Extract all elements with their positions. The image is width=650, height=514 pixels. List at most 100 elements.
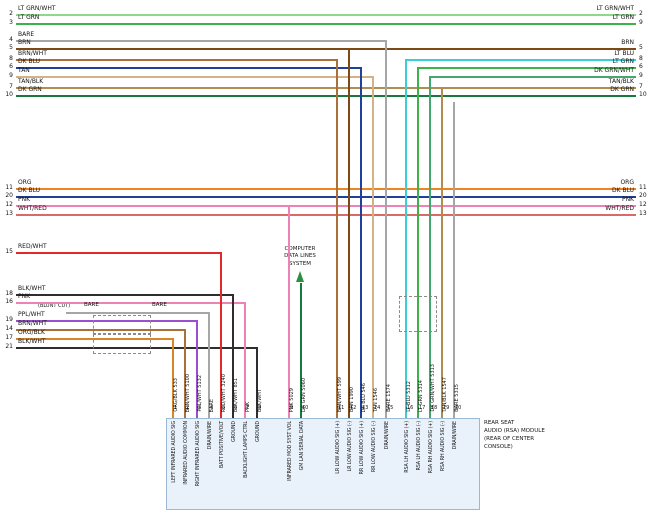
- pin-number-1: 1: [174, 405, 178, 411]
- wire-label-left-wht-red: WHT/RED: [18, 204, 47, 212]
- wire-dk-grn: [16, 95, 636, 97]
- pin-function-9: INFRARED MOD SYST VOL: [288, 421, 293, 481]
- wire-right-ref-tan-blk: 7: [639, 82, 643, 90]
- wire-left-ref-brn-wht: 14: [5, 324, 13, 332]
- wire-right-ref-org: 11: [639, 183, 647, 191]
- wire-right-ref-brn: 5: [639, 43, 643, 51]
- pin-number-10: 10: [302, 405, 309, 411]
- pin-number-9: 9: [290, 405, 294, 411]
- wire-label-right-lt-grn-wht: LT GRN/WHT: [596, 4, 634, 12]
- pin-function-2: INFRARED AUDIO COMMON: [184, 421, 189, 485]
- pin-wire-9: [288, 205, 290, 418]
- wire-left-ref-ppl-wht: 19: [5, 315, 13, 323]
- wire-label-left-blk-wht: BLK/WHT: [18, 337, 46, 345]
- pin-wire-2: [184, 329, 186, 418]
- wire-brn: [16, 48, 636, 50]
- pin-wire-18: [429, 76, 431, 418]
- wire-right-ref-lt-blu: 8: [639, 54, 643, 62]
- up-arrow-icon: [296, 271, 304, 282]
- wire-bare: [66, 312, 208, 314]
- wire-left-ref-dk-blu: 6: [9, 62, 13, 70]
- wire-label-right-brn: BRN: [621, 38, 634, 46]
- pin-function-18: RSA RH AUDIO SIG (+): [429, 421, 434, 474]
- wire-pnk: [16, 302, 244, 304]
- wire-left-ref-bare: 4: [9, 35, 13, 43]
- wire-label-left-lt-grn-wht: LT GRN/WHT: [18, 4, 56, 12]
- wire-left-ref-brn: 5: [9, 43, 13, 51]
- wire-org: [16, 188, 636, 190]
- wire-right-ref-lt-grn-wht: 2: [639, 9, 643, 17]
- module-label: REAR SEAT AUDIO (RSA) MODULE (REAR OF CE…: [484, 420, 545, 452]
- wire-blk-wht: [16, 347, 256, 349]
- pin-wire-20: [453, 102, 455, 418]
- shield-box-1: [93, 334, 151, 354]
- wire-left-ref-brn-wht: 8: [9, 54, 13, 62]
- pin-wire-16: [405, 59, 407, 418]
- bare-label-0: BARE: [84, 302, 99, 308]
- computer-label-line: COMPUTER: [284, 246, 316, 252]
- wire-label-right-tan-blk: TAN/BLK: [608, 77, 634, 85]
- pin-function-1: LEFT INFRARED AUDIO SIG: [172, 421, 177, 483]
- wire-label-left-blk-wht: BLK/WHT: [18, 284, 46, 292]
- wire-left-ref-blk-wht: 21: [5, 342, 13, 350]
- wire-label-right-pnk: PNK: [621, 195, 634, 203]
- pin-function-14: RR LOW AUDIO SIG (-): [372, 421, 377, 473]
- wire-label-right-dk-blu: DK BLU: [611, 186, 634, 194]
- pin-wire-4: [208, 312, 210, 418]
- wire-right-ref-wht-red: 13: [639, 209, 647, 217]
- pin-function-10: GM LAN SERIAL DATA: [300, 421, 305, 471]
- wire-tan-blk: [16, 87, 636, 89]
- wire-left-ref-blk-wht: 18: [5, 289, 13, 297]
- pin-wire-6: [232, 294, 234, 418]
- pin-number-14: 14: [374, 405, 381, 411]
- pin-function-11: LR LOW AUDIO SIG (+): [336, 421, 341, 474]
- wire-blk-wht: [16, 294, 232, 296]
- wire-right-ref-dk-grn: 10: [639, 90, 647, 98]
- pin-number-4: 4: [210, 405, 214, 411]
- wire-label-left-tan-blk: TAN/BLK: [18, 77, 44, 85]
- pin-wire-15: [385, 40, 387, 418]
- wire-label-left-tan: TAN: [18, 66, 30, 74]
- pin-number-13: 13: [362, 405, 369, 411]
- pin-function-12: LR LOW AUDIO SIG (-): [348, 421, 353, 472]
- module-label-line: (REAR OF CENTER: [484, 435, 535, 442]
- pin-number-20: 20: [455, 405, 462, 411]
- wire-left-ref-red-wht: 15: [5, 247, 13, 255]
- pin-function-8: GROUND: [256, 421, 261, 443]
- computer-label-line: SYSTEM: [289, 260, 311, 267]
- wire-right-ref-lt-grn: 6: [639, 62, 643, 70]
- pin-function-6: GROUND: [232, 421, 237, 443]
- wire-brn-wht: [16, 329, 184, 331]
- module-label-line: CONSOLE): [484, 443, 513, 450]
- pin-function-7: BACKLIGHT LAMPS CTRL: [244, 421, 249, 478]
- wire-dk-blu: [16, 67, 360, 69]
- wire-label-left-brn-wht: BRN/WHT: [18, 319, 47, 327]
- wire-left-ref-pnk: 12: [5, 200, 13, 208]
- pin-wire-7: [244, 302, 246, 418]
- wire-left-ref-org: 11: [5, 183, 13, 191]
- wire-left-ref-lt-grn-wht: 2: [9, 9, 13, 17]
- pin-function-16: RSA LH AUDIO SIG (+): [405, 421, 410, 473]
- pin-function-15: DRAIN/WIRE: [385, 421, 390, 450]
- pin-number-7: 7: [246, 405, 250, 411]
- wire-dk-grn-wht: [429, 76, 636, 78]
- pin-function-5: BATT POSITIVE/VOLT: [220, 421, 225, 469]
- wire-lt-grn: [417, 67, 636, 69]
- wire-left-ref-org-blk: 17: [5, 333, 13, 341]
- pin-number-11: 11: [338, 405, 345, 411]
- pin-number-5: 5: [222, 405, 226, 411]
- pin-function-4: DRAIN/WIRE: [208, 421, 213, 450]
- wire-left-ref-dk-blu: 20: [5, 191, 13, 199]
- wire-left-ref-tan-blk: 7: [9, 82, 13, 90]
- bare-label-1: BARE: [152, 302, 167, 308]
- pin-wire-13: [360, 67, 362, 418]
- wire-ppl-wht: [16, 320, 196, 322]
- pin-function-3: RIGHT INFRARED AUDIO SIG: [196, 421, 201, 487]
- wire-label-right-dk-grn: DK GRN: [610, 85, 634, 93]
- pin-number-12: 12: [350, 405, 357, 411]
- wire-label-left-org: ORG: [18, 178, 32, 186]
- wire-label-right-dk-grn-wht: DK GRN/WHT: [594, 66, 634, 74]
- wire-label-right-lt-grn: LT GRN: [612, 13, 634, 21]
